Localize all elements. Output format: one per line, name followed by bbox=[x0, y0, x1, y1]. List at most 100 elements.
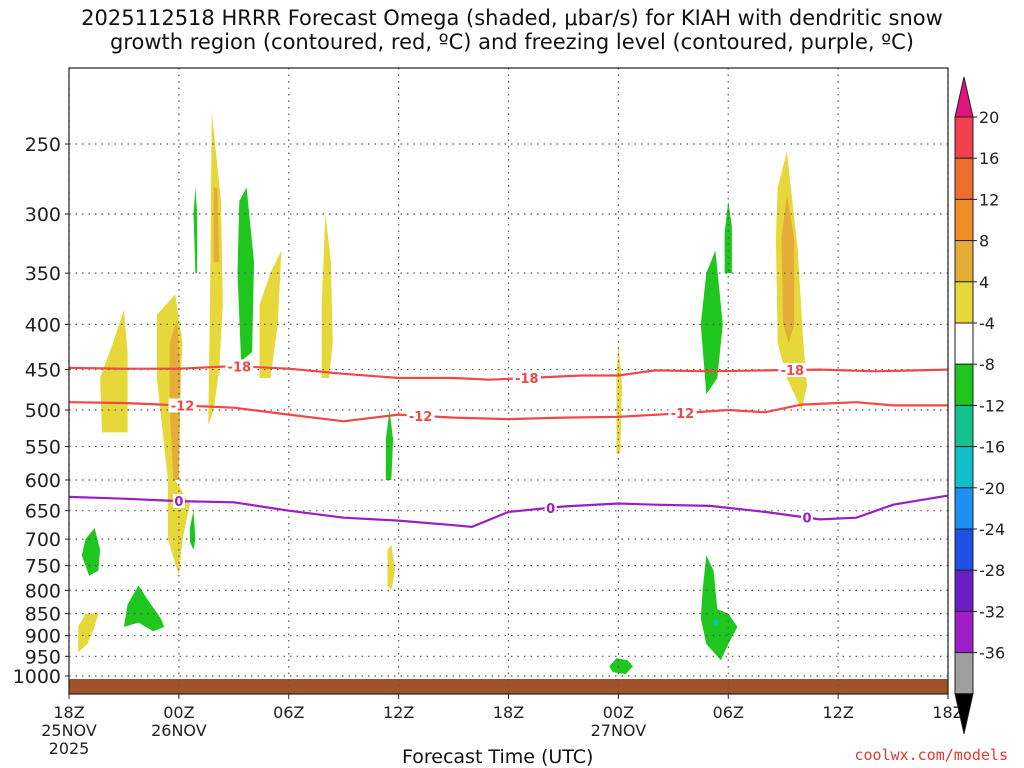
x-tick-label: 18Z bbox=[53, 703, 84, 722]
colorbar-label: -12 bbox=[979, 396, 1005, 415]
y-tick-label: 600 bbox=[25, 470, 61, 492]
x-axis-label: Forecast Time (UTC) bbox=[402, 746, 594, 768]
contour-label: 0 bbox=[546, 502, 555, 517]
colorbar-label: 16 bbox=[979, 149, 999, 168]
y-tick-label: 350 bbox=[25, 263, 61, 285]
colorbar-label: 4 bbox=[979, 273, 989, 292]
omega-region bbox=[237, 187, 254, 361]
contour-label-bg bbox=[406, 408, 435, 423]
colorbar-label: -16 bbox=[979, 438, 1005, 457]
y-tick-label: 650 bbox=[25, 501, 61, 523]
colorbar-swatch bbox=[954, 363, 974, 406]
y-tick-label: 250 bbox=[25, 134, 61, 156]
omega-region bbox=[123, 585, 165, 632]
x-tick-label: 00Z bbox=[603, 703, 634, 722]
omega-region bbox=[387, 544, 395, 591]
omega-region bbox=[78, 613, 99, 653]
y-tick-label: 500 bbox=[25, 400, 61, 422]
x-tick-label: 00Z bbox=[163, 703, 194, 722]
contour-label-bg bbox=[172, 494, 185, 509]
x-tick-label: 2025 bbox=[49, 739, 90, 758]
colorbar-swatch bbox=[954, 116, 974, 159]
omega-region bbox=[713, 618, 720, 627]
x-tick-label: 26NOV bbox=[151, 721, 207, 740]
contour-line bbox=[68, 364, 949, 381]
contour-line bbox=[68, 494, 949, 529]
contour-label-bg bbox=[168, 398, 197, 413]
omega-region bbox=[189, 510, 196, 550]
colorbar-swatch bbox=[954, 281, 974, 324]
colorbar-label: 8 bbox=[979, 232, 989, 251]
colorbar-swatch bbox=[954, 198, 974, 242]
contour-label: 0 bbox=[174, 495, 183, 510]
y-tick-label: 300 bbox=[25, 204, 61, 226]
contour-line bbox=[68, 401, 948, 423]
temperature-contours: -18 -18 -18 -12 -12 -12 0 0 0 bbox=[68, 359, 949, 529]
contour-label: -12 bbox=[671, 407, 695, 422]
colorbar-swatch bbox=[954, 446, 974, 489]
y-tick-label: 400 bbox=[25, 314, 61, 336]
y-tick-label: 900 bbox=[25, 626, 61, 648]
contour-label: -12 bbox=[409, 410, 433, 425]
y-tick-label: 950 bbox=[25, 646, 61, 668]
colorbar-swatch bbox=[954, 404, 974, 448]
title-line-2: growth region (contoured, red, ºC) and f… bbox=[110, 30, 914, 54]
contour-label: -12 bbox=[171, 400, 195, 415]
colorbar-label: -36 bbox=[979, 644, 1005, 663]
contour-label-bg bbox=[668, 406, 697, 421]
contour-label-bg bbox=[544, 500, 557, 515]
y-tick-label: 1000 bbox=[13, 666, 61, 688]
colorbar-swatch bbox=[954, 569, 974, 612]
omega-region bbox=[193, 187, 198, 274]
colorbar-top-arrow bbox=[954, 76, 974, 118]
omega-region bbox=[781, 194, 795, 344]
contour-label-bg bbox=[225, 359, 254, 374]
colorbar-label: -32 bbox=[979, 602, 1005, 621]
contour-label: -18 bbox=[228, 360, 252, 375]
contour-label-bg bbox=[800, 510, 813, 525]
grid-lines bbox=[68, 68, 949, 694]
omega-region bbox=[609, 658, 633, 675]
colorbar-label: 12 bbox=[979, 190, 999, 209]
colorbar-swatch bbox=[954, 610, 974, 654]
contour-label-bg bbox=[778, 362, 807, 377]
colorbar-swatch bbox=[954, 487, 974, 530]
y-tick-label: 750 bbox=[25, 556, 61, 578]
colorbar-label: -4 bbox=[979, 314, 995, 333]
contour-label-bg bbox=[512, 371, 541, 386]
x-tick-label: 25NOV bbox=[41, 721, 97, 740]
credit-text: coolwx.com/models bbox=[854, 746, 1008, 764]
omega-region bbox=[208, 112, 223, 426]
colorbar-swatch bbox=[954, 240, 974, 283]
y-tick-label: 700 bbox=[25, 529, 61, 551]
omega-region bbox=[213, 187, 220, 262]
omega-region bbox=[100, 309, 128, 433]
contour-label: 0 bbox=[802, 512, 811, 527]
colorbar-label: -24 bbox=[979, 520, 1005, 539]
x-tick-label: 06Z bbox=[273, 703, 304, 722]
y-tick-label: 550 bbox=[25, 437, 61, 459]
colorbar-label: -20 bbox=[979, 479, 1005, 498]
omega-region bbox=[700, 555, 738, 661]
omega-region bbox=[616, 343, 622, 454]
chart-title: 2025112518 HRRR Forecast Omega (shaded, … bbox=[0, 6, 1024, 54]
title-line-1: 2025112518 HRRR Forecast Omega (shaded, … bbox=[81, 6, 943, 30]
x-tick-label: 12Z bbox=[383, 703, 414, 722]
colorbar-label: -8 bbox=[979, 355, 995, 374]
omega-region bbox=[385, 410, 394, 480]
y-axis: 2503003504004505005506006507007508008509… bbox=[13, 134, 69, 688]
contour-label: -18 bbox=[781, 364, 805, 379]
omega-region bbox=[81, 528, 101, 576]
omega-region bbox=[259, 250, 282, 378]
x-tick-label: 18Z bbox=[932, 703, 963, 722]
omega-region bbox=[700, 250, 723, 395]
y-tick-label: 800 bbox=[25, 580, 61, 602]
x-tick-label: 12Z bbox=[822, 703, 853, 722]
y-tick-label: 450 bbox=[25, 360, 61, 382]
contour-label: -18 bbox=[515, 372, 539, 387]
x-tick-label: 27NOV bbox=[591, 721, 647, 740]
x-tick-label: 06Z bbox=[713, 703, 744, 722]
colorbar-swatch bbox=[954, 322, 974, 365]
